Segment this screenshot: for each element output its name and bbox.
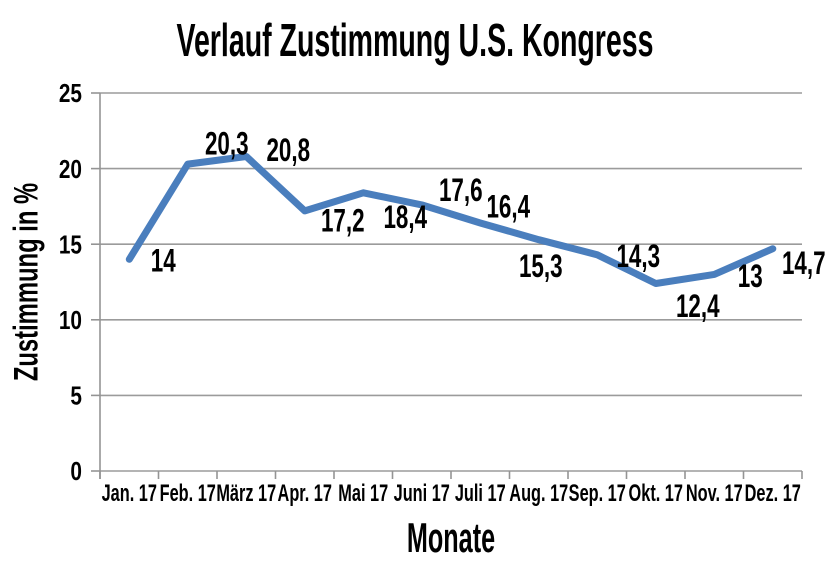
data-label: 18,4 [383,199,427,235]
y-tick-label: 10 [59,306,82,335]
x-tick-label: Jan. 17 [102,480,157,507]
chart-title: Verlauf Zustimmung U.S. Kongress [176,14,654,66]
y-tick-label: 5 [70,381,82,410]
x-tick-label: Okt. 17 [629,480,683,507]
data-label: 13 [738,258,763,294]
data-label: 14,3 [616,238,660,274]
x-tick-label: Apr. 17 [278,480,332,507]
y-tick-label: 0 [70,457,82,486]
data-label: 16,4 [486,188,530,224]
data-label: 12,4 [676,288,720,324]
x-tick-label: Nov. 17 [686,480,743,507]
data-series-line [125,153,777,287]
x-tick-label: Dez. 17 [745,480,801,507]
data-label: 17,2 [321,202,365,238]
y-tick-label: 20 [59,155,82,184]
x-tick-label: Aug. 17 [509,480,568,507]
y-tick-label: 15 [59,230,82,259]
data-label: 14,7 [782,245,826,281]
y-tick-label: 25 [59,79,82,108]
x-tick-label: Sep. 17 [569,480,626,507]
x-tick-label: Mai 17 [338,480,388,507]
x-tick-label: März 17 [216,480,276,507]
x-tick-label: Juli 17 [455,480,506,507]
data-label: 17,6 [439,172,483,208]
data-label: 20,8 [266,132,310,168]
data-label: 20,3 [205,125,249,161]
data-label: 14 [151,243,176,279]
data-label: 15,3 [519,248,563,284]
x-tick-label: Feb. 17 [160,480,216,507]
x-axis-title: Monate [406,514,496,561]
x-tick-label: Juni 17 [394,480,450,507]
